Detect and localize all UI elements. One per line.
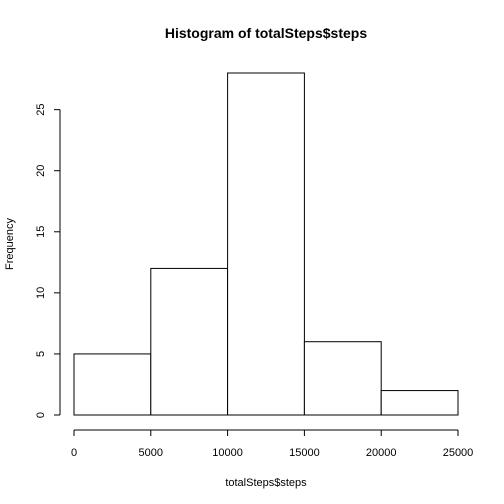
histogram-bar-3 xyxy=(304,342,381,415)
histogram-bar-0 xyxy=(74,354,151,415)
x-tick-label: 5000 xyxy=(139,447,163,459)
x-tick-label: 10000 xyxy=(212,447,243,459)
y-tick-label: 5 xyxy=(35,351,47,357)
chart-title: Histogram of totalSteps$steps xyxy=(165,25,367,41)
x-axis-label: totalSteps$steps xyxy=(225,477,307,489)
x-tick-label: 0 xyxy=(71,447,77,459)
y-tick-label: 25 xyxy=(35,104,47,116)
y-tick-label: 20 xyxy=(35,165,47,177)
histogram-bar-2 xyxy=(228,73,305,415)
y-tick-label: 15 xyxy=(35,226,47,238)
x-tick-label: 15000 xyxy=(289,447,320,459)
y-tick-label: 0 xyxy=(35,412,47,418)
histogram-bar-4 xyxy=(381,391,458,415)
x-tick-label: 20000 xyxy=(366,447,397,459)
histogram-bar-1 xyxy=(151,268,228,415)
x-tick-label: 25000 xyxy=(443,447,474,459)
y-axis-label: Frequency xyxy=(4,218,16,270)
y-tick-label: 10 xyxy=(35,287,47,299)
